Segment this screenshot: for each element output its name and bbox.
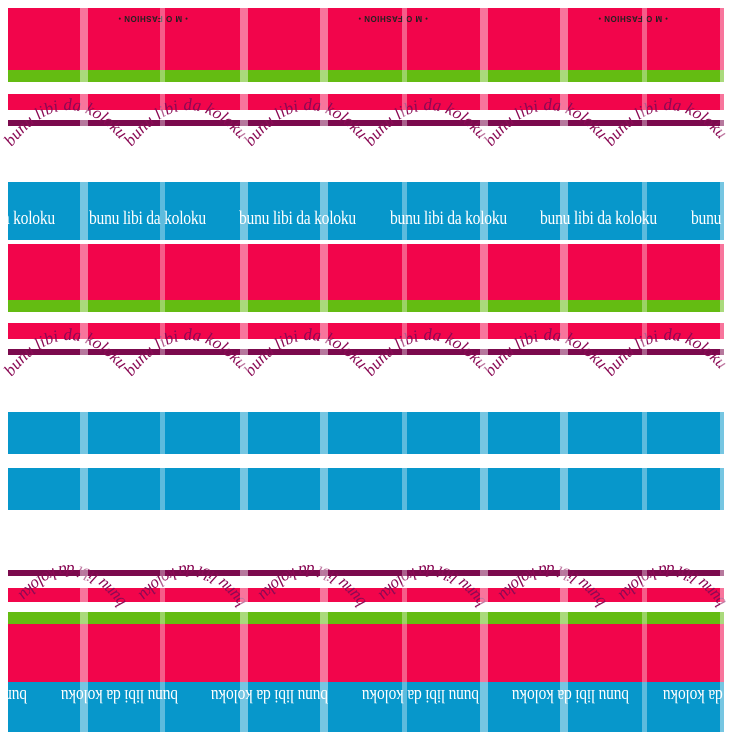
slogan-garland-upper: bunu libi da kolokubunu libi da kolokubu… [0,95,731,150]
brand-label: • M O FASHION • [118,14,188,23]
green-stripe-top [8,70,724,82]
blue-band-upper [8,182,724,240]
plum-stripe-upper [8,120,724,126]
plum-stripe-middle [8,349,724,355]
garland-slogan-text: bunu libi da koloku [615,561,730,611]
garland-slogan-text: bunu libi da koloku [375,561,490,611]
blue-band-bottom [8,682,724,732]
garland-slogan-text: bunu libi da koloku [495,561,610,611]
slogan-text: bunu libi da koloku [0,208,55,229]
blue-band-center-1 [8,412,724,454]
slogan-text: bunu libi da koloku [691,208,740,229]
garland-slogan-text: bunu libi da koloku [480,325,611,380]
red-stripe-middle [8,323,724,339]
garland-slogan-text: bunu libi da koloku [360,325,491,380]
garland-slogan-text: bunu libi da koloku [240,95,371,150]
slogan-row-bottom: bunu libi da koloku bunu libi da koloku bu… [0,680,740,706]
garland-slogan-text: bunu libi da koloku [240,325,371,380]
green-stripe-lower [8,612,724,624]
garland-slogan-text: bunu libi da koloku [15,561,130,611]
garland-slogan-text: bunu libi da koloku [0,95,131,150]
red-stripe-lower [8,588,724,602]
garland-slogan-text: bunu libi da koloku [120,325,251,380]
slogan-text: bunu libi da koloku [512,685,630,706]
garland-slogan-text: bunu libi da koloku [600,325,731,380]
garland-slogan-text: bunu libi da koloku [600,95,731,150]
slogan-text: bunu libi da koloku [540,208,658,229]
slogan-text: bunu libi da koloku [389,208,507,229]
garland-slogan-text: bunu libi da koloku [255,561,370,611]
slogan-text: bunu libi da koloku [361,685,479,706]
blue-band-center-2 [8,468,724,510]
plum-stripe-lower [8,570,724,576]
red-stripe-upper [8,94,724,110]
slogan-text: bunu libi da koloku [211,685,329,706]
red-band-middle [8,244,724,300]
slogan-row-upper: bunu libi da koloku bunu libi da koloku bu… [0,208,740,234]
red-band-top [8,8,724,70]
slogan-text: bunu libi da koloku [239,208,357,229]
slogan-text: bunu libi da koloku [60,685,178,706]
red-band-bottom [8,624,724,682]
green-stripe-middle [8,300,724,312]
garland-slogan-text: bunu libi da koloku [135,561,250,611]
garland-slogan-text: bunu libi da koloku [480,95,611,150]
garland-slogan-text: bunu libi da koloku [0,325,131,380]
slogan-text: bunu libi da koloku [88,208,206,229]
slogan-garland-middle: bunu libi da kolokubunu libi da kolokubu… [0,325,731,380]
brand-label: • M O FASHION • [358,14,428,23]
garland-slogan-text: bunu libi da koloku [360,95,491,150]
slogan-text: bunu libi da koloku [0,685,27,706]
brand-label: • M O FASHION • [598,14,668,23]
garland-slogan-text: bunu libi da koloku [120,95,251,150]
slogan-text: bunu libi da koloku [663,685,740,706]
slogan-garland-lower: bunu libi da koloku bunu libi da koloku bu… [15,561,730,611]
